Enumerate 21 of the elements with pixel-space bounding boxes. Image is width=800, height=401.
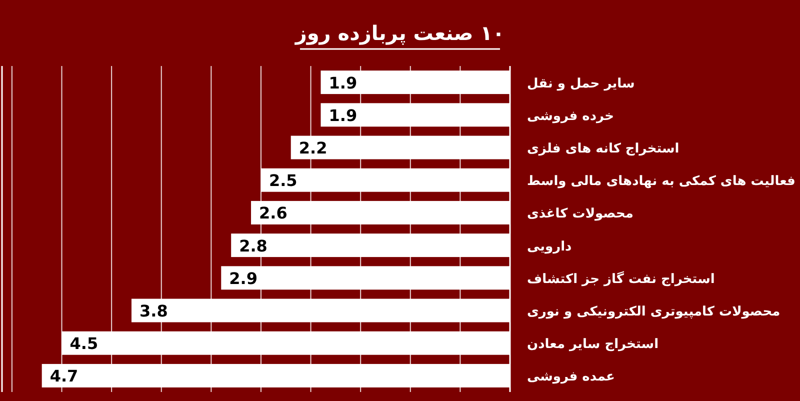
y-tick-label: دارویی (527, 239, 572, 254)
y-tick-label: استخراج نفت گاز جز اکتشاف (527, 270, 715, 287)
data-label: 2.5 (268, 171, 298, 190)
data-label: 2.2 (298, 138, 328, 158)
data-label: 1.9 (328, 106, 358, 125)
y-tick-label: فعالیت های کمکی به نهادهای مالی واسط (527, 174, 796, 190)
data-label: 4.5 (70, 334, 98, 354)
data-label: 2.9 (229, 268, 258, 288)
y-tick-label: استخراج سایر معادن (527, 337, 659, 352)
y-tick-label: استخراج کانه های فلزی (527, 142, 680, 156)
data-label: 3.8 (139, 302, 168, 320)
data-label: 4.7 (50, 366, 78, 386)
data-label: 2.6 (259, 204, 288, 223)
y-tick-label: خرده فروشی (527, 108, 614, 124)
y-tick-label: عمده فروشی (527, 370, 615, 385)
data-label: 2.8 (239, 236, 268, 256)
y-tick-label: محصولات کامپیوتری الکترونیکی و نوری (527, 304, 780, 320)
data-label: 1.9 (328, 73, 358, 92)
y-tick-label: محصولات کاغذی (527, 206, 634, 222)
chart-title: ۱۰ صنعت پربازده روز (294, 21, 505, 45)
y-tick-label: سایر حمل و نقل (527, 76, 635, 92)
